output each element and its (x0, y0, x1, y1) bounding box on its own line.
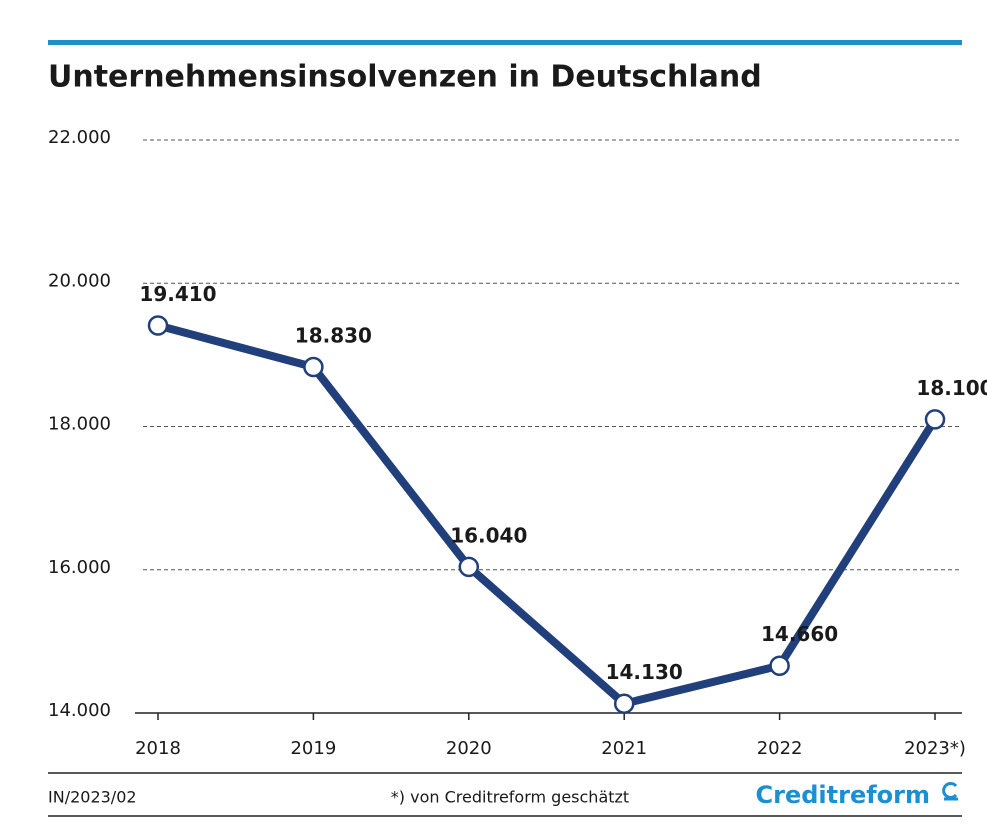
point (460, 558, 478, 576)
x-tick-label: 2019 (290, 738, 336, 759)
y-tick-label: 20.000 (48, 270, 111, 291)
x-tick-label: 2020 (446, 738, 492, 759)
value-label: 14.660 (761, 622, 838, 646)
x-tick-label: 2018 (135, 738, 181, 759)
value-label: 18.100 (916, 376, 987, 400)
y-tick-label: 22.000 (48, 127, 111, 148)
x-tick-label: 2022 (757, 738, 803, 759)
value-label: 18.830 (295, 324, 372, 348)
line (158, 326, 935, 704)
x-tick-label: 2023*) (904, 738, 966, 759)
chart: Unternehmensinsolvenzen in Deutschland I… (0, 0, 987, 838)
footnote: *) von Creditreform geschätzt (391, 788, 629, 807)
point (149, 317, 167, 335)
point (926, 410, 944, 428)
value-label: 14.130 (606, 660, 683, 684)
y-tick-label: 14.000 (48, 700, 111, 721)
y-tick-label: 18.000 (48, 414, 111, 435)
point (615, 695, 633, 713)
value-label: 19.410 (139, 282, 216, 306)
point (771, 657, 789, 675)
y-tick-label: 16.000 (48, 557, 111, 578)
top-rule (48, 40, 962, 45)
brand-logo: Creditreform (756, 781, 931, 809)
brand-icon (944, 784, 958, 799)
source-code: IN/2023/02 (48, 788, 137, 807)
value-label: 16.040 (450, 523, 527, 547)
x-tick-label: 2021 (601, 738, 647, 759)
chart-title: Unternehmensinsolvenzen in Deutschland (48, 60, 762, 95)
point (304, 358, 322, 376)
